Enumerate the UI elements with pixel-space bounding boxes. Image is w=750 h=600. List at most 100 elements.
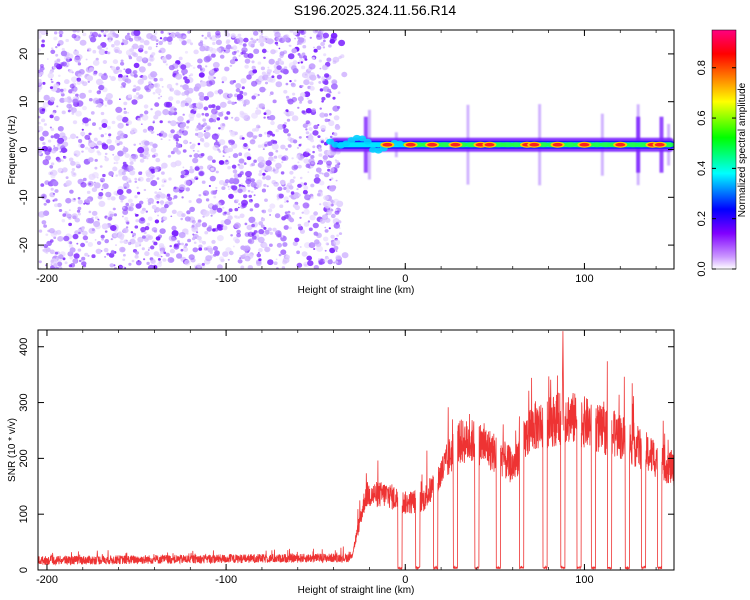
- noise-speckle: [288, 226, 292, 230]
- noise-speckle: [264, 246, 271, 253]
- noise-speckle: [308, 63, 316, 70]
- noise-speckle: [143, 153, 146, 155]
- noise-speckle: [180, 84, 183, 88]
- noise-speckle: [261, 48, 267, 54]
- noise-speckle: [278, 193, 284, 199]
- noise-speckle: [193, 153, 199, 159]
- noise-speckle: [186, 39, 192, 44]
- noise-speckle: [222, 123, 225, 127]
- noise-speckle: [224, 147, 231, 153]
- noise-speckle: [39, 136, 45, 141]
- noise-speckle: [198, 122, 201, 125]
- noise-speckle: [208, 225, 212, 229]
- noise-speckle: [181, 92, 186, 96]
- noise-speckle: [283, 196, 289, 202]
- noise-speckle: [196, 198, 203, 204]
- noise-speckle: [186, 120, 190, 124]
- noise-speckle: [231, 164, 237, 169]
- noise-speckle: [159, 188, 161, 190]
- noise-speckle: [283, 89, 288, 94]
- noise-speckle: [203, 96, 209, 101]
- noise-speckle: [151, 174, 155, 178]
- noise-speckle: [262, 176, 266, 180]
- noise-speckle: [210, 214, 213, 217]
- noise-speckle: [126, 120, 133, 125]
- noise-speckle: [65, 180, 72, 186]
- noise-speckle: [323, 258, 328, 263]
- noise-speckle: [69, 58, 73, 61]
- noise-speckle: [150, 147, 157, 153]
- noise-speckle: [153, 30, 158, 35]
- noise-speckle: [88, 89, 92, 93]
- noise-speckle: [306, 97, 309, 100]
- noise-speckle: [160, 138, 163, 141]
- noise-speckle: [318, 146, 321, 149]
- noise-speckle: [223, 49, 226, 52]
- noise-speckle: [320, 41, 325, 47]
- y-tick-label: 300: [18, 393, 30, 411]
- noise-speckle: [62, 213, 67, 217]
- noise-speckle: [162, 109, 170, 116]
- noise-speckle: [82, 32, 87, 37]
- noise-speckle: [262, 243, 268, 248]
- noise-speckle: [186, 94, 189, 97]
- noise-speckle: [334, 164, 340, 169]
- noise-speckle: [154, 219, 160, 224]
- noise-speckle: [117, 77, 123, 82]
- signal-hotspot: [654, 142, 665, 147]
- noise-speckle: [261, 71, 266, 76]
- noise-speckle: [293, 164, 299, 170]
- noise-speckle: [236, 117, 240, 120]
- noise-speckle: [304, 73, 307, 76]
- noise-speckle: [123, 151, 126, 155]
- noise-speckle: [316, 245, 323, 252]
- noise-speckle: [197, 219, 202, 223]
- noise-speckle: [58, 209, 63, 212]
- noise-speckle: [260, 159, 267, 166]
- noise-speckle: [275, 129, 279, 133]
- noise-speckle: [178, 135, 182, 139]
- noise-speckle: [38, 121, 41, 125]
- noise-speckle: [73, 87, 78, 92]
- noise-speckle: [55, 46, 58, 49]
- noise-speckle: [220, 126, 225, 131]
- noise-speckle: [228, 208, 233, 213]
- noise-speckle: [160, 95, 163, 98]
- noise-speckle: [303, 35, 306, 38]
- noise-speckle: [179, 123, 185, 128]
- noise-speckle: [260, 217, 265, 222]
- noise-speckle: [235, 88, 241, 93]
- noise-speckle: [182, 247, 189, 252]
- noise-speckle: [161, 56, 167, 62]
- noise-speckle: [238, 152, 243, 156]
- noise-speckle: [275, 232, 282, 238]
- x-tick-label: 100: [575, 574, 593, 586]
- noise-speckle: [188, 112, 195, 119]
- noise-speckle: [333, 245, 339, 251]
- noise-speckle: [332, 96, 336, 100]
- noise-speckle: [192, 247, 199, 253]
- noise-speckle: [207, 247, 214, 253]
- noise-speckle: [230, 130, 236, 135]
- noise-speckle: [281, 266, 286, 269]
- noise-speckle: [122, 175, 128, 181]
- noise-speckle: [238, 184, 242, 187]
- noise-speckle: [145, 171, 153, 178]
- noise-speckle: [123, 68, 126, 71]
- noise-speckle: [252, 84, 256, 87]
- noise-speckle: [243, 37, 249, 43]
- noise-speckle: [301, 251, 308, 257]
- noise-speckle: [118, 69, 123, 73]
- noise-speckle: [72, 120, 78, 125]
- noise-speckle: [111, 66, 116, 71]
- noise-speckle: [49, 71, 53, 74]
- noise-speckle: [88, 132, 92, 136]
- noise-speckle: [238, 54, 241, 57]
- noise-speckle: [180, 174, 185, 179]
- noise-speckle: [211, 53, 216, 58]
- noise-speckle: [270, 120, 275, 126]
- noise-speckle: [328, 44, 332, 48]
- noise-speckle: [209, 37, 213, 40]
- noise-speckle: [38, 115, 41, 119]
